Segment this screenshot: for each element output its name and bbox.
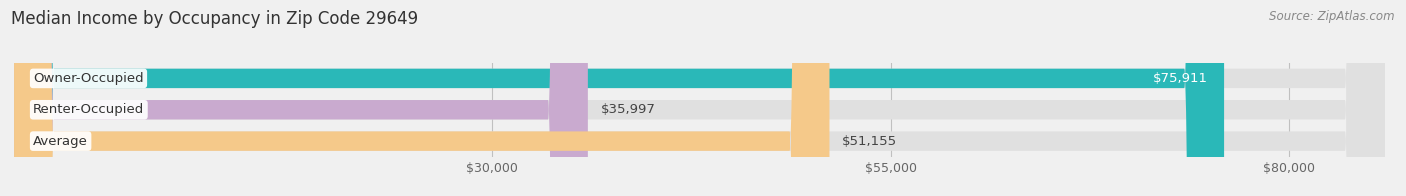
Text: Owner-Occupied: Owner-Occupied	[34, 72, 143, 85]
Text: $51,155: $51,155	[842, 135, 897, 148]
Text: Average: Average	[34, 135, 89, 148]
Text: Source: ZipAtlas.com: Source: ZipAtlas.com	[1270, 10, 1395, 23]
FancyBboxPatch shape	[14, 0, 1385, 196]
FancyBboxPatch shape	[14, 0, 830, 196]
FancyBboxPatch shape	[14, 0, 1385, 196]
Text: $35,997: $35,997	[600, 103, 655, 116]
FancyBboxPatch shape	[14, 0, 588, 196]
Text: $75,911: $75,911	[1153, 72, 1208, 85]
Text: Renter-Occupied: Renter-Occupied	[34, 103, 145, 116]
FancyBboxPatch shape	[14, 0, 1385, 196]
Text: Median Income by Occupancy in Zip Code 29649: Median Income by Occupancy in Zip Code 2…	[11, 10, 419, 28]
FancyBboxPatch shape	[14, 0, 1225, 196]
